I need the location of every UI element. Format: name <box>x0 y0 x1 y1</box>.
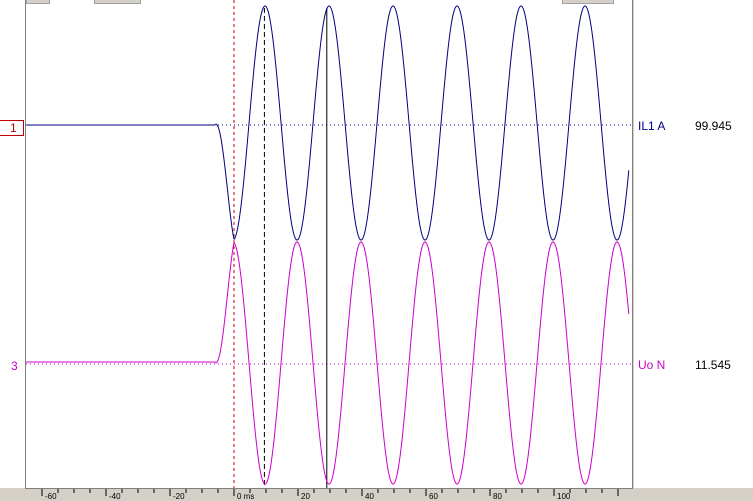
time-axis-label: 60 <box>429 492 438 501</box>
top-scroll-tab-right[interactable] <box>562 0 614 4</box>
waveform-il1 <box>26 5 630 241</box>
time-axis-bar[interactable] <box>25 488 633 501</box>
time-axis-label: 100 <box>557 492 571 501</box>
channel-value-il1: 99.945 <box>695 119 732 133</box>
channel-marker-1[interactable]: 1 <box>0 120 24 136</box>
channel-name-il1: IL1 A <box>638 119 666 133</box>
time-axis-label: 0 ms <box>237 492 254 501</box>
channel-value-uo: 11.545 <box>695 358 731 372</box>
channel-marker-3[interactable]: 3 <box>11 359 18 373</box>
top-scroll-tab-left[interactable] <box>26 0 50 4</box>
channel-name-uo: Uo N <box>638 358 666 372</box>
channel-value-panel <box>634 0 753 488</box>
time-axis-label: 40 <box>365 492 374 501</box>
channel-marker-gutter <box>0 0 25 488</box>
time-axis-label: 20 <box>301 492 310 501</box>
waveform-uo <box>26 241 630 485</box>
top-scroll-tab-mid[interactable] <box>94 0 141 4</box>
time-axis-label: 80 <box>493 492 502 501</box>
time-axis-label: -60 <box>45 492 57 501</box>
waveform-plot-area[interactable] <box>25 0 633 488</box>
time-axis-label: -40 <box>109 492 121 501</box>
time-axis-label: -20 <box>173 492 185 501</box>
